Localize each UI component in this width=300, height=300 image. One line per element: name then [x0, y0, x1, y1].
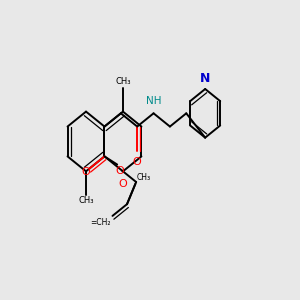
Text: N: N [200, 72, 210, 85]
Text: CH₃: CH₃ [136, 173, 151, 182]
Text: O: O [118, 179, 127, 189]
Text: O: O [81, 167, 90, 176]
Text: O: O [116, 166, 124, 176]
Text: CH₃: CH₃ [115, 77, 131, 86]
Text: CH₃: CH₃ [78, 196, 94, 206]
Text: NH: NH [146, 97, 161, 106]
Text: O: O [133, 157, 142, 167]
Text: =CH₂: =CH₂ [91, 218, 111, 227]
